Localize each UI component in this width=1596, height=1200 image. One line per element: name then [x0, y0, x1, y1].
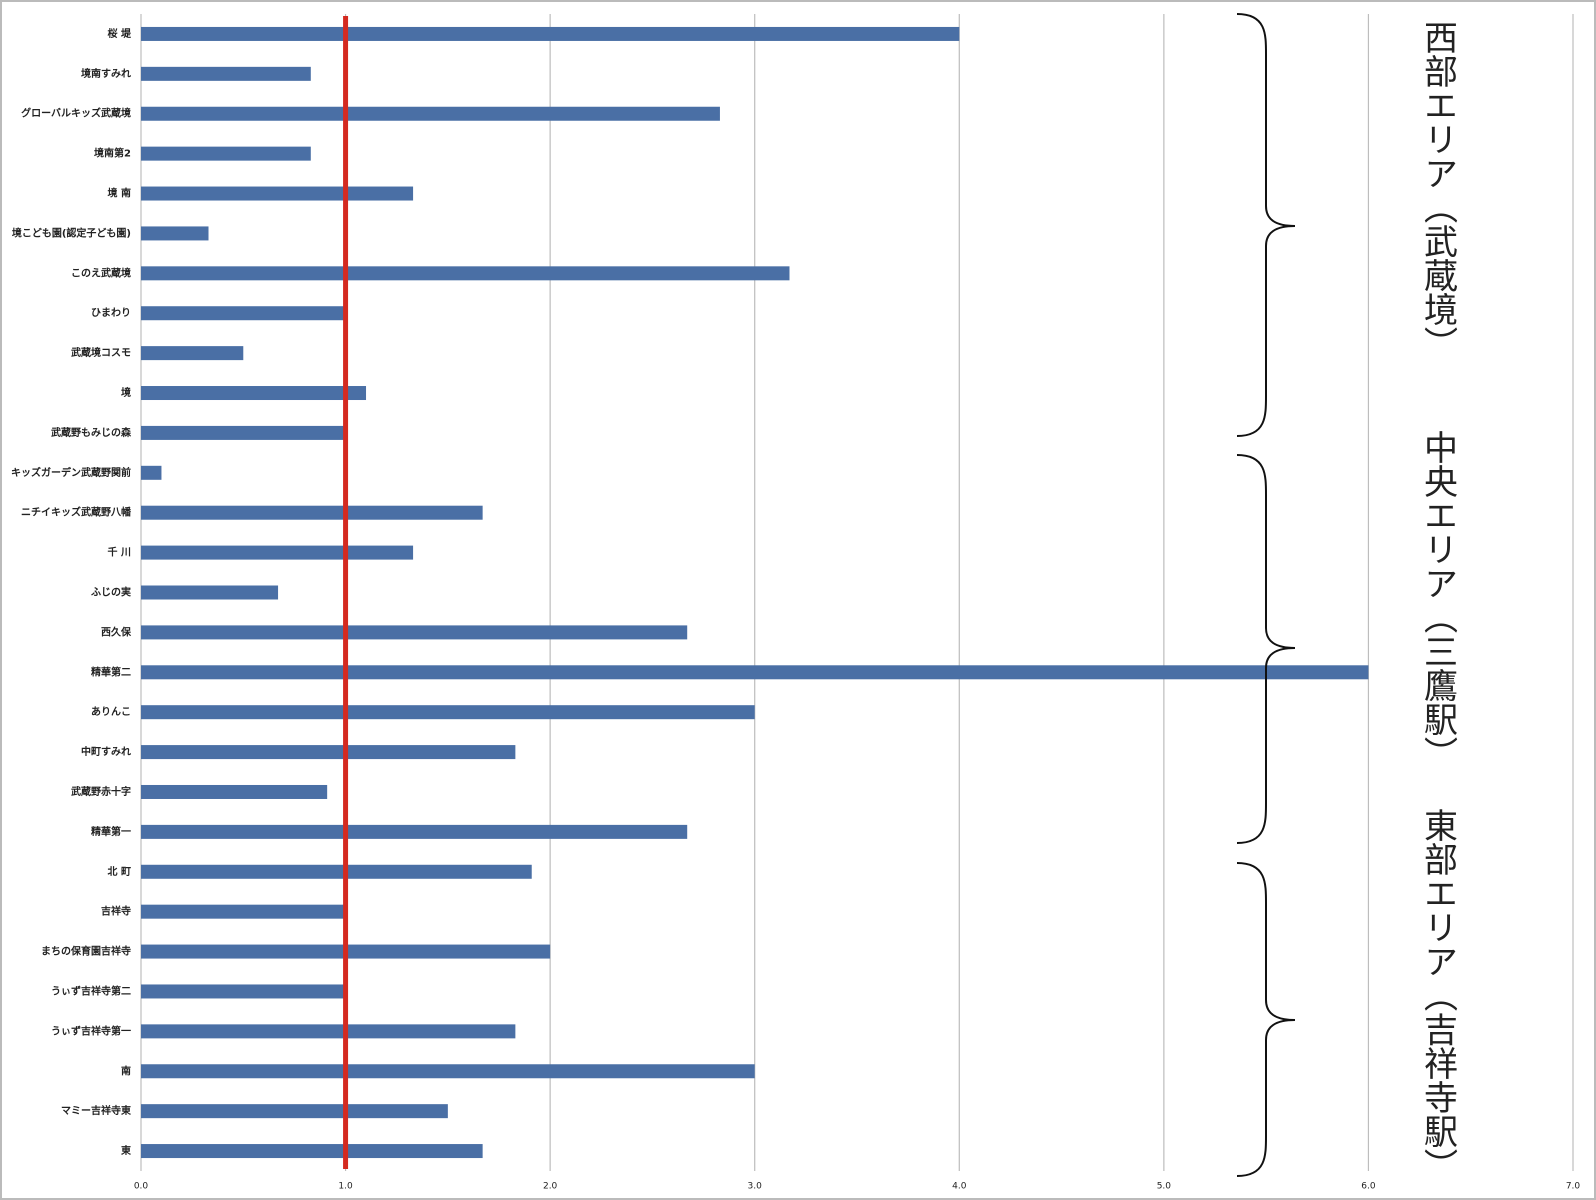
bar: [141, 266, 790, 281]
bar: [141, 984, 346, 999]
brace: [1236, 13, 1296, 437]
y-tick-label: 精華第一: [91, 825, 131, 838]
bar: [141, 745, 516, 760]
y-tick-label: 吉祥寺: [101, 905, 131, 918]
y-tick-label: キッズガーデン武蔵野関前: [11, 466, 131, 479]
area-label: 東部エリア（吉祥寺駅）: [1418, 808, 1458, 1182]
y-tick-label: このえ武蔵境: [71, 266, 131, 279]
y-tick-label: ニチイキッズ武蔵野八幡: [21, 506, 132, 519]
y-tick-label: ひまわり: [91, 307, 131, 319]
bar: [141, 1144, 483, 1159]
brace: [1236, 862, 1296, 1177]
bar: [141, 146, 311, 161]
bar: [141, 226, 209, 241]
brace: [1236, 454, 1296, 844]
x-tick-label: 6.0: [1361, 1182, 1376, 1192]
x-tick-label: 7.0: [1566, 1182, 1581, 1192]
bar: [141, 1024, 516, 1039]
bar: [141, 465, 162, 480]
x-tick-label: 4.0: [952, 1182, 967, 1192]
bar: [141, 824, 688, 839]
y-tick-label: 境: [121, 386, 131, 399]
y-tick-label: 境南第2: [94, 147, 131, 160]
bar: [141, 784, 328, 799]
bar: [141, 346, 244, 361]
y-tick-label: 南: [121, 1064, 131, 1077]
bar: [141, 1064, 755, 1079]
area-label: 中央エリア（三鷹駅）: [1418, 430, 1458, 770]
bar: [141, 106, 720, 121]
y-tick-label: 武蔵野もみじの森: [51, 426, 132, 439]
y-tick-label: マミー吉祥寺東: [61, 1104, 131, 1117]
x-tick-label: 1.0: [338, 1182, 353, 1192]
y-tick-label: 中町すみれ: [81, 745, 131, 758]
y-tick-label: うぃず吉祥寺第一: [51, 1024, 131, 1037]
bar: [141, 186, 414, 201]
y-tick-label: 東: [121, 1144, 131, 1157]
bar: [141, 66, 311, 81]
y-tick-label: まちの保育園吉祥寺: [41, 945, 131, 958]
bar: [141, 1104, 448, 1119]
area-label: 西部エリア（武蔵境）: [1418, 20, 1458, 360]
y-tick-label: 北 町: [108, 865, 131, 878]
y-tick-label: ありんこ: [91, 705, 131, 718]
bar: [141, 665, 1369, 680]
bar: [141, 625, 688, 640]
y-tick-label: 境南すみれ: [81, 67, 131, 80]
y-tick-label: 境こども園(認定子ども園): [12, 226, 131, 239]
bar: [141, 864, 532, 879]
bar: [141, 26, 960, 41]
y-tick-label: 精華第二: [91, 665, 131, 678]
bar: [141, 425, 346, 440]
bar: [141, 306, 346, 321]
x-tick-label: 5.0: [1157, 1182, 1172, 1192]
y-tick-label: 千 川: [108, 546, 131, 559]
bar: [141, 545, 414, 560]
y-tick-label: ふじの実: [91, 586, 131, 599]
x-tick-label: 2.0: [543, 1182, 558, 1192]
bar: [141, 585, 279, 600]
x-tick-label: 3.0: [748, 1182, 763, 1192]
y-tick-label: グローバルキッズ武蔵境: [21, 107, 131, 120]
bar: [141, 904, 346, 919]
bar: [141, 505, 483, 520]
y-tick-label: 武蔵境コスモ: [71, 346, 131, 359]
bar: [141, 386, 367, 401]
y-tick-label: 境 南: [108, 187, 131, 200]
x-tick-label: 0.0: [134, 1182, 149, 1192]
y-tick-label: うぃず吉祥寺第二: [51, 984, 131, 997]
bar: [141, 705, 755, 720]
y-tick-label: 西久保: [101, 625, 132, 638]
y-tick-label: 桜 堤: [108, 27, 132, 40]
y-tick-label: 武蔵野赤十字: [71, 785, 131, 798]
